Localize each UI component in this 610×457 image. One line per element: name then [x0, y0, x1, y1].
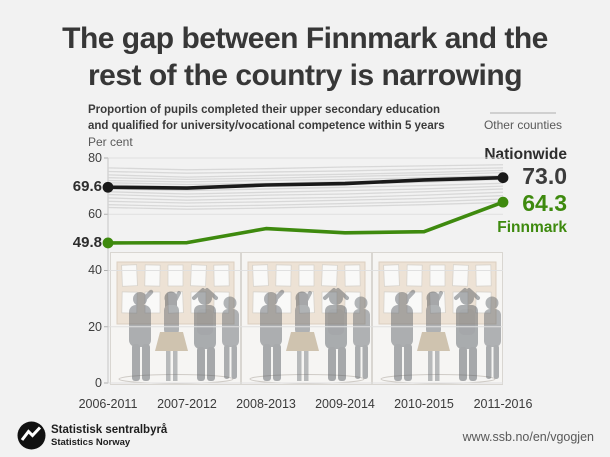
chart-subtitle-line1: Proportion of pupils completed their upp… — [88, 104, 441, 116]
value-label-finnmark-end: 64.3 — [522, 190, 567, 216]
x-tick-2010-2015: 2010-2015 — [394, 397, 454, 411]
series-label-finnmark: Finnmark — [497, 219, 567, 236]
legend-other-counties: Other counties — [477, 112, 569, 132]
y-tick-40: 40 — [88, 263, 102, 277]
footer-org-name: Statistisk sentralbyrå Statistics Norway — [51, 424, 167, 448]
value-label-nationwide-end: 73.0 — [522, 163, 567, 189]
y-axis-unit-label: Per cent — [88, 135, 133, 149]
footer-org-name-en: Statistics Norway — [51, 437, 131, 448]
value-label-nationwide-start: 69.6 — [72, 178, 102, 195]
ssb-logo-icon — [17, 421, 46, 450]
page-title-line2: rest of the country is narrowing — [87, 59, 523, 92]
line-chart — [102, 157, 509, 384]
y-tick-20: 20 — [88, 320, 102, 334]
footer-org-name-no: Statistisk sentralbyrå — [51, 424, 168, 436]
other-counties-line-swatch — [490, 112, 556, 114]
x-tick-2007-2012: 2007-2012 — [157, 397, 217, 411]
footer-url: www.ssb.no/en/vgogjen — [462, 430, 594, 444]
page-title-line1: The gap between Finnmark and the — [62, 22, 548, 55]
series-label-nationwide: Nationwide — [484, 146, 567, 163]
x-tick-2008-2013: 2008-2013 — [236, 397, 296, 411]
y-tick-80: 80 — [88, 151, 102, 165]
other-counties-label: Other counties — [483, 118, 563, 132]
page-title: The gap between Finnmark and the rest of… — [0, 20, 610, 94]
x-tick-2009-2014: 2009-2014 — [315, 397, 375, 411]
x-tick-2006-2011: 2006-2011 — [78, 397, 138, 411]
value-label-finnmark-start: 49.8 — [72, 234, 102, 251]
chart-subtitle: Proportion of pupils completed their upp… — [88, 102, 488, 134]
y-tick-60: 60 — [88, 207, 102, 221]
chart-subtitle-line2: and qualified for university/vocational … — [88, 120, 445, 132]
y-tick-0: 0 — [95, 376, 102, 390]
x-tick-2011-2016: 2011-2016 — [473, 397, 533, 411]
